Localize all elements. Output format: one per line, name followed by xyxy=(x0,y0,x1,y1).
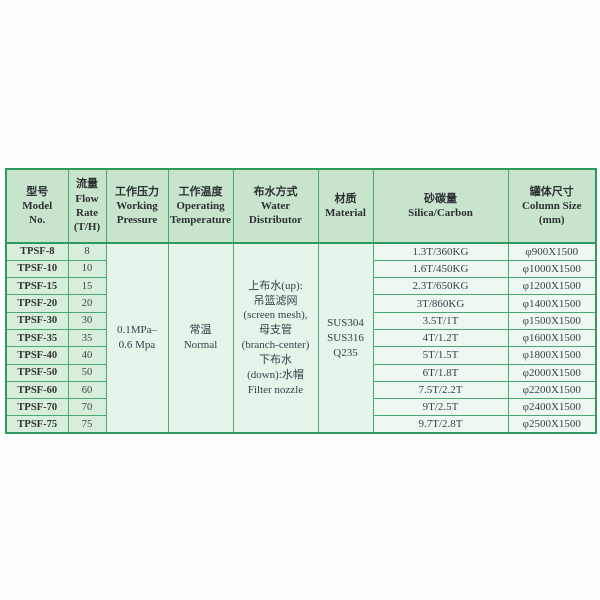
silica-carbon-cell: 3T/860KG xyxy=(372,294,509,313)
silica-carbon-cell: 4T/1.2T xyxy=(372,328,509,348)
col-header-model: 型号 Model No. xyxy=(5,168,69,244)
flow-cell: 10 xyxy=(67,259,107,279)
model-cell: TPSF-20 xyxy=(5,294,69,313)
table-row: TPSF-15 15 2.3T/650KG φ1200X1500 xyxy=(5,277,597,296)
model-cell: TPSF-40 xyxy=(5,346,69,365)
flow-cell: 60 xyxy=(67,380,107,400)
model-cell: TPSF-50 xyxy=(5,363,69,382)
col-header-working-pressure: 工作压力 Working Pressure xyxy=(105,168,169,244)
table-row: TPSF-8 8 0.1MPa– 0.6 Mpa 常温 Normal 上布水(u… xyxy=(5,242,597,434)
water-distributor-cell: 上布水(up): 吊篮滤网 (screen mesh), 母支管 (branch… xyxy=(232,242,319,434)
table-row: TPSF-75 75 9.7T/2.8T φ2500X1500 xyxy=(5,415,597,434)
column-size-cell: φ1400X1500 xyxy=(507,294,597,313)
product-spec-table: 型号 Model No. 流量 Flow Rate (T/H) 工作压力 Wor… xyxy=(5,168,597,435)
flow-cell: 70 xyxy=(67,398,107,417)
column-size-cell: φ2400X1500 xyxy=(507,398,597,417)
silica-carbon-cell: 3.5T/1T xyxy=(372,311,509,330)
working-pressure-cell: 0.1MPa– 0.6 Mpa xyxy=(105,242,169,434)
column-size-cell: φ1200X1500 xyxy=(507,277,597,296)
flow-cell: 8 xyxy=(67,242,107,261)
column-size-cell: φ2200X1500 xyxy=(507,380,597,400)
column-size-cell: φ1500X1500 xyxy=(507,311,597,330)
silica-carbon-cell: 5T/1.5T xyxy=(372,346,509,365)
col-header-silica-carbon: 砂碳量 Silica/Carbon xyxy=(372,168,509,244)
column-size-cell: φ2000X1500 xyxy=(507,363,597,382)
model-cell: TPSF-60 xyxy=(5,380,69,400)
col-header-column-size: 罐体尺寸 Column Size (mm) xyxy=(507,168,597,244)
silica-carbon-cell: 6T/1.8T xyxy=(372,363,509,382)
flow-cell: 50 xyxy=(67,363,107,382)
col-header-water-distributor: 布水方式 Water Distributor xyxy=(232,168,319,244)
silica-carbon-cell: 9T/2.5T xyxy=(372,398,509,417)
model-cell: TPSF-75 xyxy=(5,415,69,434)
flow-cell: 15 xyxy=(67,277,107,296)
model-cell: TPSF-15 xyxy=(5,277,69,296)
col-header-flow-rate: 流量 Flow Rate (T/H) xyxy=(67,168,107,244)
model-cell: TPSF-8 xyxy=(5,242,69,261)
column-size-cell: φ900X1500 xyxy=(507,242,597,261)
column-size-cell: φ1000X1500 xyxy=(507,259,597,279)
model-cell: TPSF-35 xyxy=(5,328,69,348)
model-cell: TPSF-30 xyxy=(5,311,69,330)
model-cell: TPSF-70 xyxy=(5,398,69,417)
model-cell: TPSF-10 xyxy=(5,259,69,279)
flow-cell: 20 xyxy=(67,294,107,313)
operating-temperature-cell: 常温 Normal xyxy=(167,242,234,434)
column-size-cell: φ1600X1500 xyxy=(507,328,597,348)
silica-carbon-cell: 7.5T/2.2T xyxy=(372,380,509,400)
flow-cell: 30 xyxy=(67,311,107,330)
flow-cell: 35 xyxy=(67,328,107,348)
silica-carbon-cell: 1.6T/450KG xyxy=(372,259,509,279)
column-size-cell: φ1800X1500 xyxy=(507,346,597,365)
silica-carbon-cell: 2.3T/650KG xyxy=(372,277,509,296)
col-header-material: 材质 Material xyxy=(317,168,374,244)
flow-cell: 75 xyxy=(67,415,107,434)
table-row: TPSF-30 30 3.5T/1T φ1500X1500 xyxy=(5,311,597,330)
table-row: TPSF-70 70 9T/2.5T φ2400X1500 xyxy=(5,398,597,417)
column-size-cell: φ2500X1500 xyxy=(507,415,597,434)
table-row: TPSF-40 40 5T/1.5T φ1800X1500 xyxy=(5,346,597,365)
table-row: TPSF-20 20 3T/860KG φ1400X1500 xyxy=(5,294,597,313)
col-header-operating-temperature: 工作温度 Operating Temperature xyxy=(167,168,234,244)
material-cell: SUS304 SUS316 Q235 xyxy=(317,242,374,434)
header-row: 型号 Model No. 流量 Flow Rate (T/H) 工作压力 Wor… xyxy=(5,168,597,244)
silica-carbon-cell: 9.7T/2.8T xyxy=(372,415,509,434)
flow-cell: 40 xyxy=(67,346,107,365)
silica-carbon-cell: 1.3T/360KG xyxy=(372,242,509,261)
